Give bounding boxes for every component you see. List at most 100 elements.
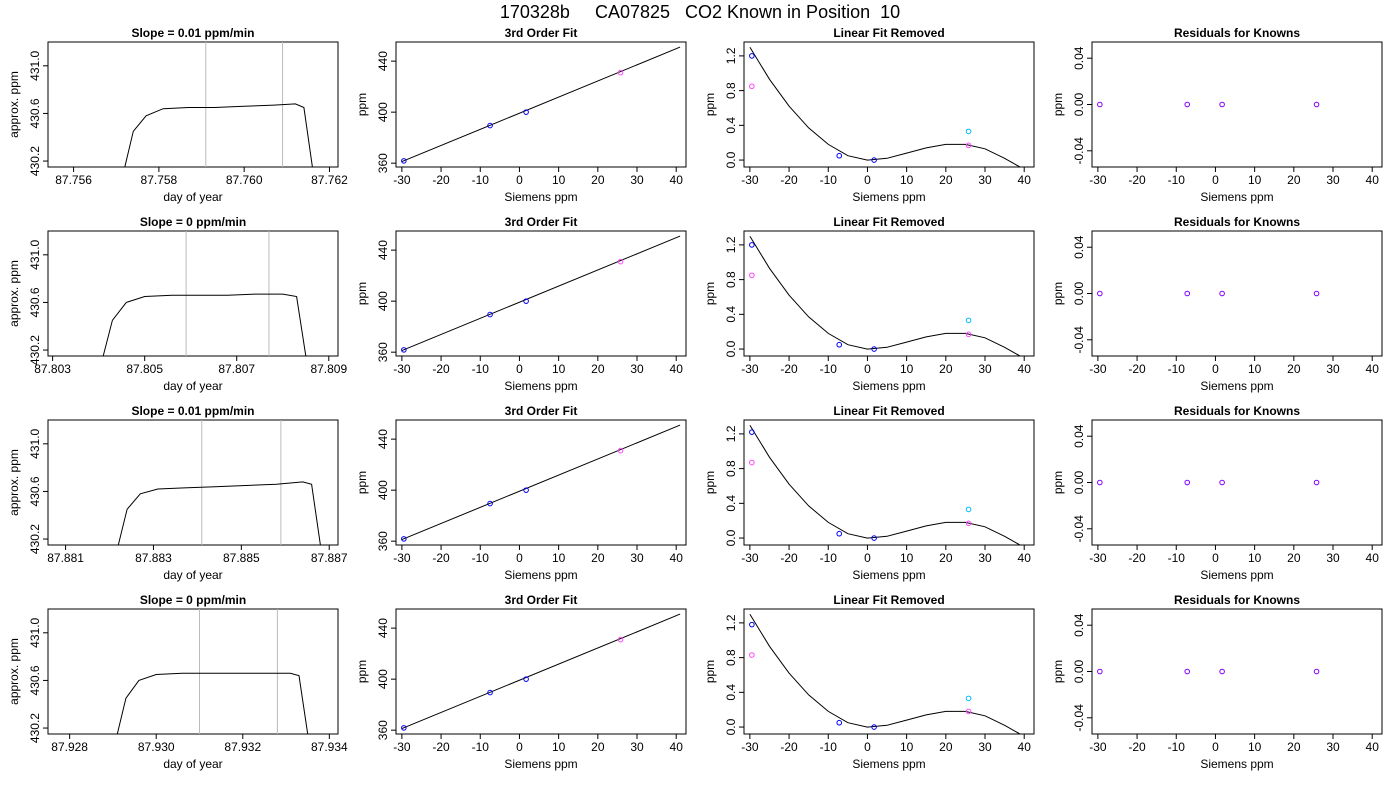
y-tick-label: 431.0 — [28, 428, 42, 458]
x-axis-label: Siemens ppm — [504, 757, 577, 771]
y-tick-label: 430.6 — [28, 476, 42, 506]
y-tick-label: 400 — [376, 291, 390, 311]
x-tick-label: 40 — [1366, 173, 1380, 187]
y-tick-label: 1.2 — [724, 236, 738, 253]
series-line — [116, 672, 309, 734]
x-tick-label: 10 — [552, 362, 566, 376]
fit-curve — [749, 235, 1022, 356]
data-point — [1097, 479, 1103, 486]
y-tick-label: 400 — [376, 669, 390, 689]
x-tick-label: -10 — [472, 551, 490, 565]
y-tick-label: 430.6 — [28, 287, 42, 317]
x-tick-label: -10 — [820, 362, 838, 376]
x-tick-label: 0 — [1212, 362, 1219, 376]
x-tick-label: -20 — [1128, 740, 1146, 754]
data-point-blue — [871, 724, 877, 730]
y-tick-label: 440 — [376, 618, 390, 638]
data-point-magenta — [749, 459, 755, 466]
plot-frame — [1091, 419, 1383, 546]
data-point-cyan — [965, 128, 972, 135]
plot-area — [401, 424, 681, 542]
x-axis-label: Siemens ppm — [852, 379, 925, 393]
x-tick-label: 30 — [978, 173, 992, 187]
y-axis-label: approx. ppm — [7, 638, 21, 705]
x-tick-label: -10 — [820, 173, 838, 187]
y-tick-label: 430.2 — [28, 146, 42, 176]
x-axis-label: Siemens ppm — [852, 568, 925, 582]
data-point-magenta — [749, 83, 755, 90]
y-tick-label: 0.8 — [724, 649, 738, 666]
data-point-magenta — [965, 708, 972, 715]
x-tick-label: 40 — [670, 551, 684, 565]
x-tick-label: 10 — [900, 551, 914, 565]
x-tick-label: 30 — [630, 740, 644, 754]
y-axis-label: ppm — [1051, 660, 1065, 683]
chart-panel-6: 3rd Order Fit -30 -20 -10 0 10 20 30 40 360 400 440… — [355, 215, 687, 393]
x-tick-label: -30 — [741, 362, 759, 376]
x-tick-label: -20 — [780, 362, 798, 376]
panel-title: Linear Fit Removed — [833, 593, 944, 607]
y-tick-label: 0.4 — [724, 684, 738, 701]
y-tick-label: 0.00 — [1072, 659, 1086, 683]
panel-title: Slope = 0 ppm/min — [140, 593, 246, 607]
y-axis-label: ppm — [1051, 93, 1065, 116]
y-axis-label: ppm — [703, 282, 717, 305]
y-tick-label: 360 — [376, 153, 390, 173]
chart-panel-12: Residuals for Knowns -30 -20 -10 0 10 20 30 40 -0… — [1051, 404, 1383, 582]
x-tick-label: 87.805 — [126, 362, 163, 376]
x-axis-label: Siemens ppm — [852, 757, 925, 771]
y-tick-label: 431.0 — [28, 50, 42, 80]
x-tick-label: -10 — [820, 551, 838, 565]
x-tick-label: 40 — [1366, 362, 1380, 376]
y-tick-label: 0.00 — [1072, 92, 1086, 116]
y-axis-label: ppm — [355, 471, 369, 494]
x-tick-label: 87.883 — [135, 551, 172, 565]
data-point — [1313, 290, 1320, 297]
x-axis-label: day of year — [163, 757, 222, 771]
y-tick-label: 0.0 — [724, 718, 738, 735]
data-point — [617, 636, 624, 643]
panel-title: 3rd Order Fit — [505, 215, 578, 229]
x-tick-label: 20 — [1287, 362, 1301, 376]
chart-panel-8: Residuals for Knowns -30 -20 -10 0 10 20 30 40 -0… — [1051, 215, 1383, 393]
data-point — [523, 109, 529, 115]
panel-title: Slope = 0.01 ppm/min — [131, 26, 254, 40]
x-tick-label: 87.887 — [311, 551, 348, 565]
chart-panel-14: 3rd Order Fit -30 -20 -10 0 10 20 30 40 360 400 440… — [355, 593, 687, 771]
plot-area — [401, 613, 681, 731]
y-tick-label: 440 — [376, 240, 390, 260]
y-tick-label: 430.6 — [28, 98, 42, 128]
x-axis-label: day of year — [163, 379, 222, 393]
data-point — [1219, 290, 1225, 297]
y-tick-label: 1.2 — [724, 614, 738, 631]
x-tick-label: 40 — [1018, 551, 1032, 565]
panel-title: Residuals for Knowns — [1174, 404, 1300, 418]
x-tick-label: -20 — [1128, 173, 1146, 187]
panel-title: Slope = 0 ppm/min — [140, 215, 246, 229]
data-point — [523, 298, 529, 304]
panel-title: 3rd Order Fit — [505, 593, 578, 607]
chart-panel-7: Linear Fit Removed -30 -20 -10 0 10 20 30 40 0.0 0… — [703, 215, 1035, 393]
data-point — [1184, 101, 1191, 108]
y-tick-label: -0.04 — [1072, 704, 1086, 732]
y-tick-label: -0.04 — [1072, 515, 1086, 543]
panel-title: Linear Fit Removed — [833, 26, 944, 40]
figure-title: 170328b CA07825 CO2 Known in Position 10 — [499, 2, 901, 22]
x-tick-label: -20 — [780, 740, 798, 754]
plot-frame — [47, 608, 339, 735]
y-tick-label: 0.4 — [724, 117, 738, 134]
data-point — [1313, 101, 1320, 108]
x-tick-label: 10 — [1248, 551, 1262, 565]
x-tick-label: -20 — [432, 740, 450, 754]
x-tick-label: 20 — [591, 173, 605, 187]
chart-panel-10: 3rd Order Fit -30 -20 -10 0 10 20 30 40 360 400 440… — [355, 404, 687, 582]
series-line — [124, 103, 313, 167]
x-tick-label: 20 — [939, 551, 953, 565]
chart-panel-15: Linear Fit Removed -30 -20 -10 0 10 20 30 40 0.0 0… — [703, 593, 1035, 771]
data-point — [1313, 668, 1320, 675]
plot-area — [102, 231, 307, 356]
chart-panel-4: Residuals for Knowns -30 -20 -10 0 10 20 30 40 -0… — [1051, 26, 1383, 204]
plot-area — [124, 42, 313, 167]
y-tick-label: 430.2 — [28, 713, 42, 743]
